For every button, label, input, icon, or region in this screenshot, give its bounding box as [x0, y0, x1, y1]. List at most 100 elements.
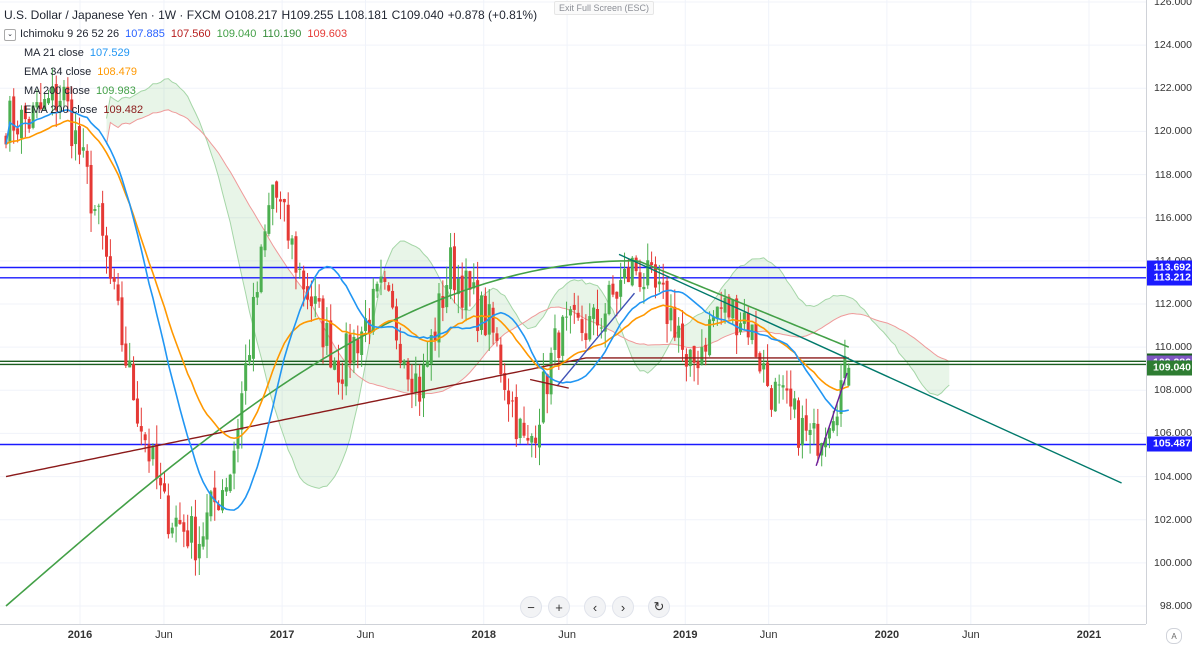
candle-body: [541, 371, 545, 423]
ichimoku-senkou-a: [106, 78, 950, 489]
candle-body: [449, 247, 453, 290]
exit-fullscreen-button[interactable]: Exit Full Screen (ESC): [554, 1, 655, 15]
reset-chart-button[interactable]: ↻: [648, 596, 670, 618]
candle-body: [151, 445, 155, 460]
candle-body: [429, 335, 433, 365]
candle-body: [607, 284, 611, 315]
scroll-right-button[interactable]: ›: [612, 596, 634, 618]
candle-body: [23, 105, 27, 120]
time-axis[interactable]: 2016 Jun 2017 Jun 2018 Jun 2019 Jun 2020 Jun 2021: [0, 624, 1146, 653]
candle-body: [360, 331, 364, 355]
candle-body: [50, 86, 54, 101]
candle-body: [827, 428, 831, 439]
candle-body: [472, 282, 476, 289]
chart-pane[interactable]: [0, 0, 1146, 624]
candle-body: [684, 354, 688, 367]
candle-body: [348, 334, 352, 364]
candle-body: [352, 336, 356, 364]
candle-body: [232, 450, 236, 474]
candle-body: [824, 437, 828, 448]
candle-body: [595, 309, 599, 326]
candle-body: [170, 527, 174, 534]
candle-body: [321, 298, 325, 348]
indicator-name: Ichimoku 9 26 52 26: [20, 28, 120, 40]
candle-body: [398, 343, 402, 363]
candle-body: [217, 504, 221, 511]
candle-body: [510, 400, 514, 402]
candle-body: [159, 477, 163, 486]
candle-body: [700, 347, 704, 365]
candle-body: [81, 147, 85, 151]
candle-body: [155, 443, 159, 479]
time-tick-label: Jun: [759, 629, 778, 641]
zoom-in-button[interactable]: +: [548, 596, 570, 618]
candle-body: [317, 298, 321, 302]
candle-body: [263, 231, 267, 251]
candle-body: [190, 516, 194, 543]
candle-body: [244, 363, 248, 391]
candle-body: [599, 327, 603, 329]
candle-body: [43, 99, 47, 110]
candle-body: [108, 256, 112, 279]
candle-body: [116, 284, 120, 301]
candle-body: [653, 264, 657, 288]
candle-body: [812, 423, 816, 429]
indicator-row-ma21[interactable]: MA 21 close 107.529: [4, 44, 537, 63]
candle-body: [12, 96, 16, 131]
candle-body: [568, 309, 572, 316]
candle-body: [313, 296, 317, 304]
time-tick-label: Jun: [155, 629, 173, 641]
ichimoku-senkou-b: [106, 109, 950, 395]
scroll-left-button[interactable]: ‹: [584, 596, 606, 618]
candle-body: [592, 307, 596, 319]
chart-nav-controls: − + ‹ › ↻: [520, 596, 670, 618]
candle-body: [839, 380, 843, 414]
price-tick-label: 122.000: [1154, 82, 1192, 95]
candle-body: [367, 319, 371, 333]
candle-body: [518, 418, 522, 438]
candle-body: [615, 291, 619, 299]
candle-body: [271, 184, 275, 210]
candle-body: [414, 373, 418, 393]
price-tick-label: 112.000: [1154, 298, 1192, 310]
candle-body: [425, 360, 429, 367]
trendline: [618, 253, 1122, 484]
price-tick-label: 120.000: [1154, 125, 1192, 138]
candle-body: [576, 312, 580, 318]
zoom-out-button[interactable]: −: [520, 596, 542, 618]
indicator-row-ma200[interactable]: MA 200 close 109.983: [4, 82, 537, 101]
candle-body: [340, 379, 344, 384]
candle-body: [387, 285, 391, 291]
candle-body: [831, 421, 835, 431]
candle-body: [797, 400, 801, 448]
candle-body: [197, 543, 201, 559]
candle-body: [626, 267, 630, 283]
candle-body: [47, 98, 51, 104]
chevron-down-icon[interactable]: ⌄: [4, 28, 16, 41]
time-tick-label: 2019: [673, 629, 698, 641]
indicator-row-ema34[interactable]: EMA 34 close 108.479: [4, 63, 537, 82]
candle-body: [275, 181, 279, 198]
candle-body: [549, 352, 553, 395]
trendline: [556, 292, 636, 387]
candle-body: [433, 331, 437, 341]
auto-scale-button[interactable]: A: [1166, 628, 1182, 644]
time-tick-label: 2020: [874, 629, 900, 641]
price-axis[interactable]: 98.000 100.000 102.000 104.000 106.000 108.00…: [1146, 0, 1192, 624]
indicator-row-ema200[interactable]: EMA 200 close 109.482: [4, 101, 537, 120]
price-chart-canvas[interactable]: [0, 0, 1146, 624]
candle-body: [445, 285, 449, 308]
candle-body: [379, 276, 383, 283]
candle-body: [553, 328, 557, 350]
candle-body: [336, 360, 340, 383]
indicator-row-ichimoku[interactable]: ⌄ Ichimoku 9 26 52 26 107.885 107.560 10…: [4, 25, 537, 44]
candle-body: [93, 209, 97, 211]
candle-body: [333, 361, 337, 370]
candle-body: [39, 102, 43, 109]
candle-body: [406, 361, 410, 380]
time-tick-label: 2017: [269, 629, 295, 641]
candle-body: [704, 344, 708, 352]
candle-body: [739, 323, 743, 332]
price-tick-label: 110.000: [1154, 341, 1192, 354]
candle-body: [711, 317, 715, 322]
